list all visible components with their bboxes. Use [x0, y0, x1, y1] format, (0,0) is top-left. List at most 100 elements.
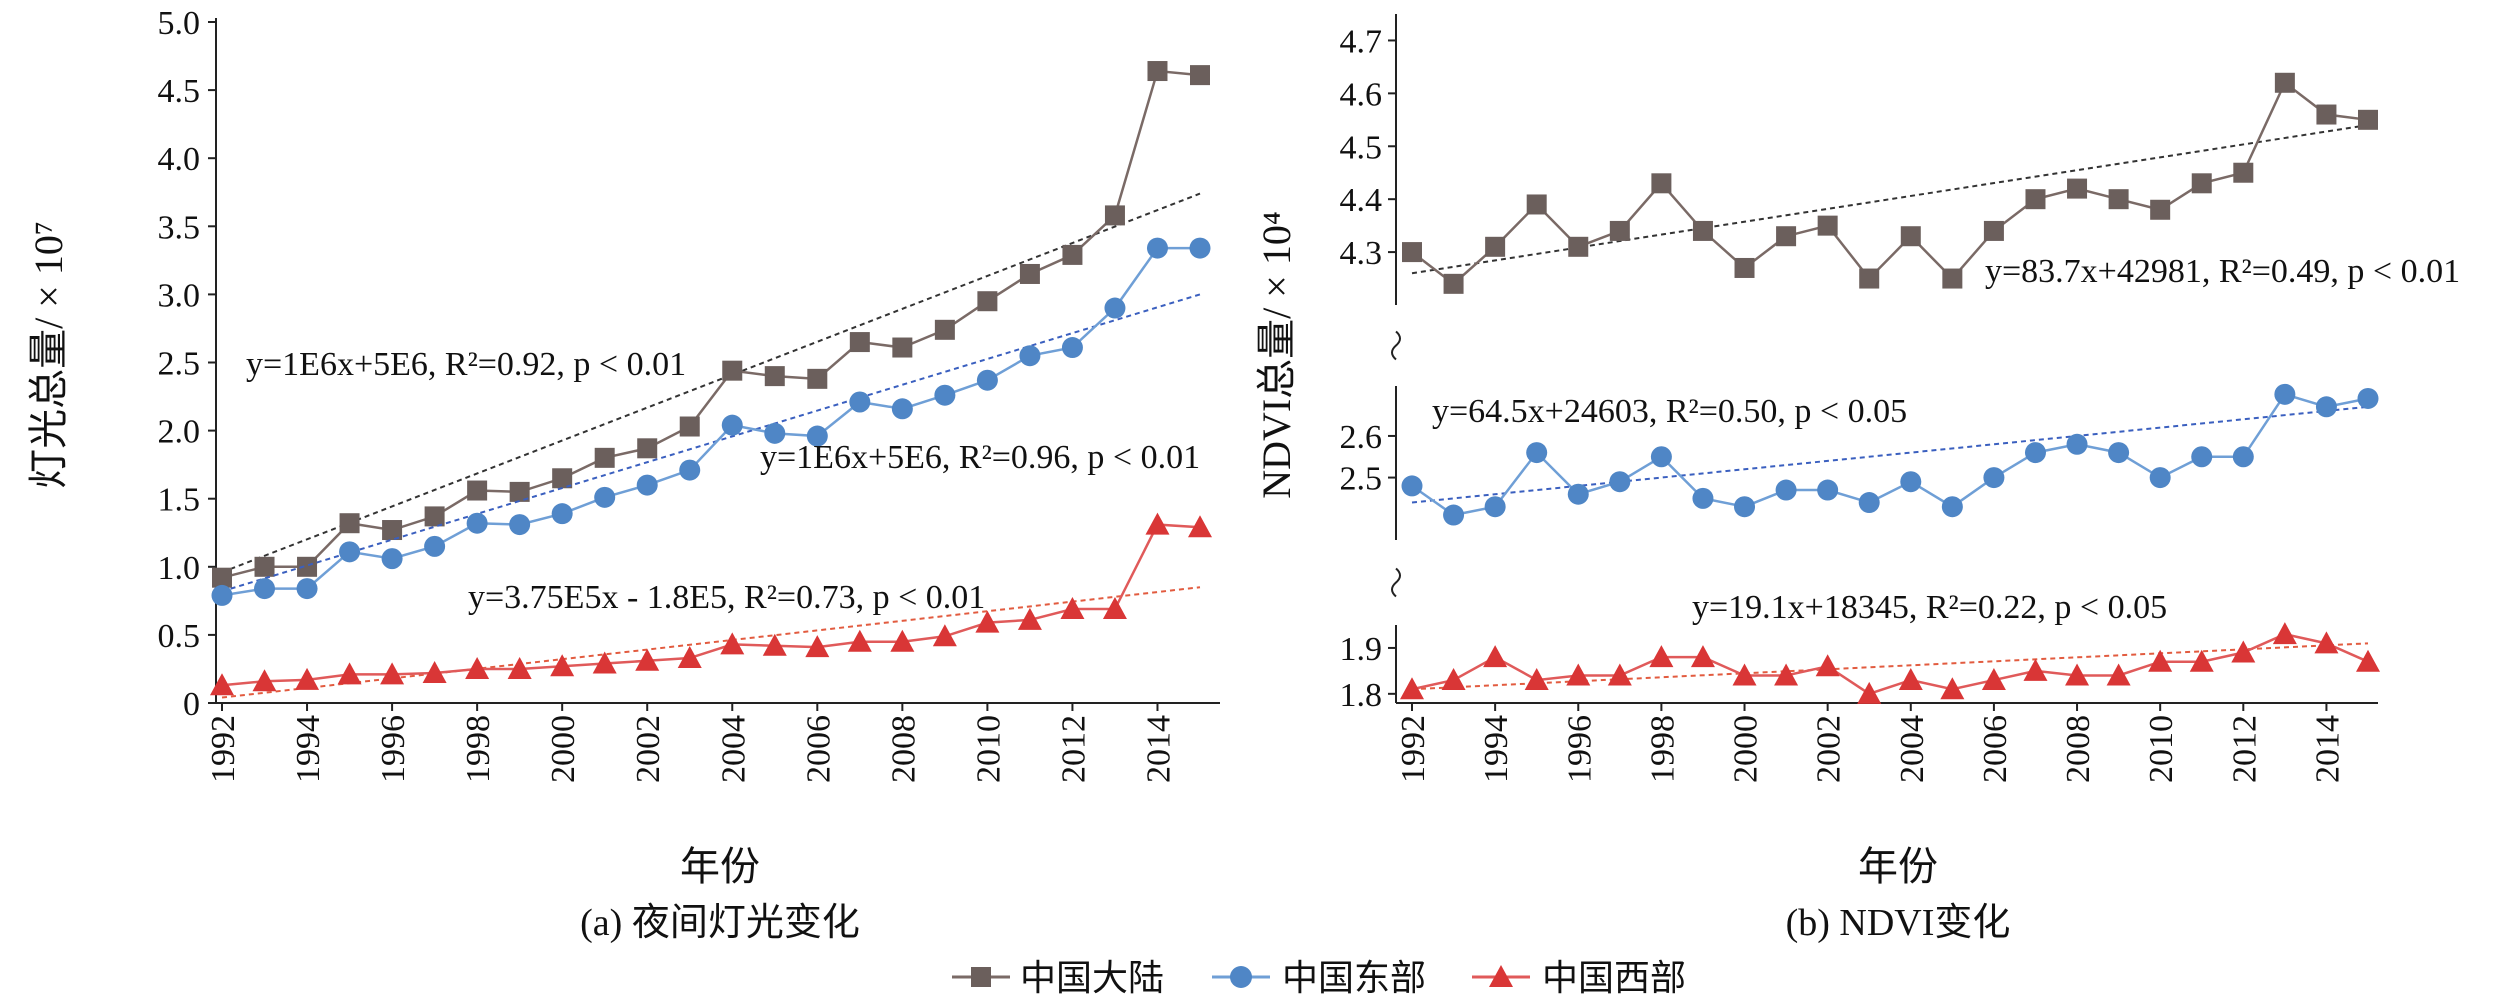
chart-a-data-point [212, 567, 232, 588]
chart-a-series-line [221, 69, 1201, 579]
chart-a-data-point [807, 368, 828, 389]
chart-a-y-tick-label: 4.5 [158, 73, 201, 110]
chart-b-data-point [1734, 496, 1756, 518]
chart-b-data-point [1566, 663, 1591, 686]
legend-item-east: 中国东部 [1212, 958, 1426, 998]
chart-a-trend-equation: y=3.75E5x - 1.8E5, R²=0.73, p < 0.01 [468, 579, 985, 616]
chart-b-data-point [1942, 268, 1963, 289]
legend: 中国大陆 中国东部 中国西部 [952, 958, 1686, 998]
chart-a-data-point [1061, 337, 1083, 359]
chart-b-y-tick-label: 4.7 [1340, 23, 1383, 60]
chart-a-y-tick-label: 0 [183, 686, 200, 723]
chart-b-series-3: y=19.1x+18345, R²=0.22, p < 0.05 [1400, 589, 2380, 704]
chart-b-data-point [1607, 663, 1632, 686]
chart-a-data-point [849, 332, 870, 353]
legend-triangle-marker [1489, 965, 1513, 987]
chart-b-data-point [2274, 383, 2296, 405]
chart-b-data-point [2067, 178, 2088, 199]
chart-b-y-tick-label: 2.6 [1340, 419, 1383, 456]
legend-circle-marker [1230, 966, 1252, 988]
chart-b-data-point [2358, 109, 2378, 130]
chart-b-data-point [1650, 446, 1672, 468]
chart-a-data-point [1104, 297, 1126, 319]
chart-b-x-tick-label: 2002 [1811, 715, 1848, 783]
chart-a-data-point [210, 673, 234, 696]
chart-a-data-point [805, 635, 830, 658]
chart-b-data-point [1940, 677, 1965, 700]
chart-a-data-point [381, 548, 403, 570]
chart-a-data-point [764, 422, 786, 444]
chart-b-data-point [2108, 189, 2129, 210]
chart-a-data-point [1104, 205, 1125, 226]
chart-b-data-point [1900, 226, 1921, 247]
chart-b-data-point [1732, 663, 1757, 686]
chart-b-trend-equation: y=19.1x+18345, R²=0.22, p < 0.05 [1692, 589, 2167, 626]
chart-a-data-point [1102, 597, 1127, 620]
chart-b-data-point [2149, 467, 2171, 489]
chart-b-x-tick-label: 2000 [1728, 715, 1765, 783]
chart-b-data-point [2189, 649, 2214, 672]
chart-a-data-point [892, 337, 913, 358]
legend-label-mainland: 中国大陆 [1020, 958, 1164, 998]
chart-a-data-point [977, 291, 998, 312]
chart-a-data-point [721, 414, 743, 436]
chart-b-x-tick-label: 1994 [1478, 715, 1515, 783]
chart-a-data-point [891, 398, 913, 420]
chart-b-x-tick-label: 2004 [1894, 715, 1931, 783]
chart-a-data-point [550, 654, 575, 677]
chart-b-data-point [2357, 387, 2379, 409]
chart-b-data-point [1609, 471, 1631, 493]
chart-b-y-tick-label: 1.8 [1340, 677, 1383, 714]
chart-a-data-point [762, 633, 787, 656]
chart-a-data-point [254, 556, 275, 577]
chart-a-data-point [551, 503, 573, 525]
chart-b-series-2: y=64.5x+24603, R²=0.50, p < 0.05 [1401, 383, 2379, 526]
chart-a-data-point [764, 366, 785, 387]
chart-b-data-point [2272, 622, 2297, 645]
chart-b-y-tick-label: 4.5 [1340, 129, 1383, 166]
chart-a-y-tick-label: 2.0 [158, 414, 201, 451]
chart-a-series-2: y=1E6x+5E6, R²=0.96, p < 0.01 [211, 237, 1211, 606]
chart-b-data-point [1857, 681, 1882, 704]
chart-b-y-axis-label: NDVI总量/ × 10⁴ [1254, 211, 1299, 499]
chart-b-data-point [1567, 483, 1589, 505]
chart-a-data-point [976, 369, 998, 391]
chart-b-data-point [2148, 649, 2173, 672]
chart-a-data-point [1060, 597, 1085, 620]
legend-label-east: 中国东部 [1282, 958, 1426, 998]
chart-a-data-point [592, 651, 617, 674]
chart-b-data-point [1649, 645, 1674, 668]
chart-a-data-point [211, 584, 233, 606]
chart-a-x-tick-label: 2006 [800, 715, 837, 783]
chart-a-x-tick-label: 2004 [715, 715, 752, 783]
chart-a-y-tick-label: 1.0 [158, 550, 201, 587]
chart-b-data-point [1815, 654, 1840, 677]
chart-b-data-point [2066, 433, 2088, 455]
chart-b-y-tick-label: 4.6 [1340, 76, 1383, 113]
chart-a-data-point [509, 481, 530, 502]
chart-b-caption: (b) NDVI变化 [1786, 902, 2011, 944]
chart-a-data-point [677, 646, 702, 669]
chart-b-data-point [2025, 189, 2046, 210]
chart-a-data-point [507, 656, 532, 679]
legend-item-west: 中国西部 [1472, 958, 1686, 998]
chart-b-data-point [1526, 194, 1547, 215]
chart-a-x-tick-label: 2012 [1055, 715, 1092, 783]
chart-b-data-point [2108, 442, 2130, 464]
chart-a-data-point [295, 667, 320, 690]
chart-a-data-point [467, 480, 488, 501]
legend-label-west: 中国西部 [1542, 958, 1686, 998]
chart-a-series-line [221, 246, 1200, 597]
chart-b-data-point [1900, 471, 1922, 493]
chart-a-y-tick-label: 3.0 [158, 277, 201, 314]
chart-a-data-point [1188, 515, 1212, 538]
chart-a-data-point [380, 662, 405, 685]
chart-b-data-point [1401, 475, 1423, 497]
legend-item-mainland: 中国大陆 [952, 958, 1164, 998]
chart-a-x-tick-label: 2010 [970, 715, 1007, 783]
chart-b-data-point [1898, 668, 1923, 691]
chart-b-y-tick-label: 4.3 [1340, 235, 1383, 272]
chart-b-y-tick-label: 4.4 [1340, 182, 1383, 219]
chart-a-data-point [509, 514, 531, 536]
